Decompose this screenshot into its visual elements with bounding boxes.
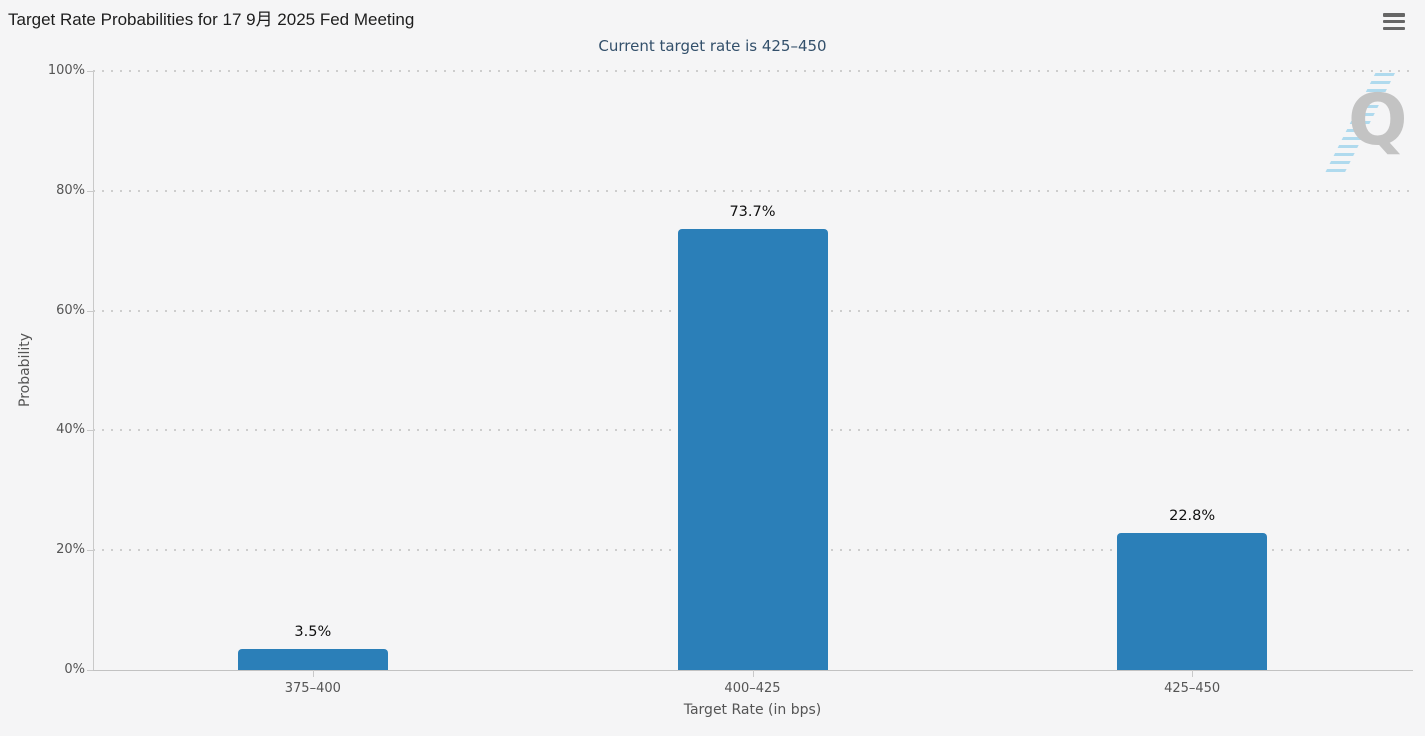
x-tick-mark [312, 670, 314, 677]
x-tick-mark [1192, 670, 1194, 677]
x-axis-title: Target Rate (in bps) [683, 702, 822, 718]
hamburger-icon [1383, 13, 1405, 30]
y-tick-mark [87, 430, 93, 432]
y-axis-line [93, 71, 94, 670]
chart-subtitle: Current target rate is 425–450 [598, 37, 827, 55]
y-tick-mark [87, 310, 93, 312]
y-axis-title: Probability [17, 332, 33, 408]
x-tick-mark [752, 670, 754, 677]
bar-data-label: 22.8% [1169, 508, 1216, 524]
y-tick-mark [87, 670, 93, 671]
y-tick-mark [87, 190, 93, 192]
y-tick-label: 60% [56, 302, 85, 318]
y-tick-mark [87, 71, 93, 72]
gridline-80% [93, 189, 1412, 192]
chart-menu-button[interactable] [1381, 11, 1409, 33]
chart-title: Target Rate Probabilities for 17 9月 2025… [8, 10, 415, 29]
x-tick-label: 400–425 [724, 681, 781, 696]
y-tick-label: 0% [64, 662, 85, 677]
bar-data-label: 73.7% [729, 204, 776, 220]
y-tick-mark [87, 550, 93, 552]
bar-data-label: 3.5% [294, 624, 332, 640]
bar-425–450[interactable] [1117, 533, 1268, 670]
y-tick-label: 20% [56, 542, 85, 558]
y-tick-label: 40% [56, 422, 85, 438]
x-tick-label: 425–450 [1164, 681, 1221, 696]
gridline-100% [93, 70, 1412, 72]
y-tick-label: 80% [56, 182, 85, 198]
plot-area: Q 3.5% 73.7% 22.8% [93, 70, 1412, 670]
bar-375–400[interactable] [237, 649, 388, 670]
watermark-q-logo-icon: Q [1348, 79, 1408, 161]
x-tick-label: 375–400 [284, 681, 341, 696]
bar-400–425[interactable] [677, 229, 828, 670]
y-tick-label: 100% [47, 63, 85, 78]
